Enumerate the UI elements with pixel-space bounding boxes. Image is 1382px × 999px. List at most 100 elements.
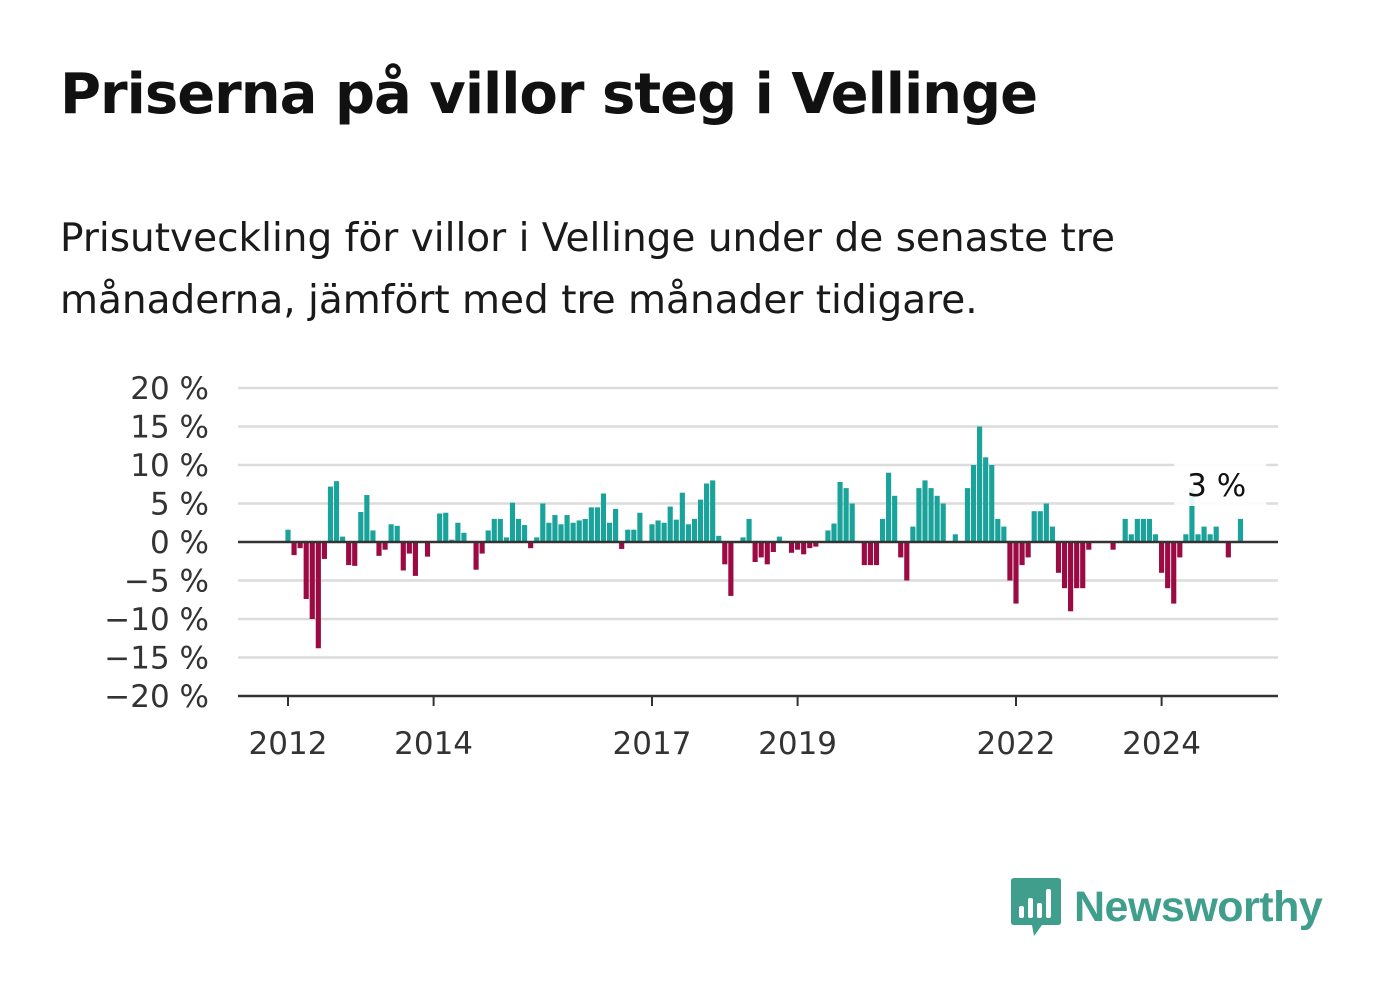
bar <box>637 512 643 542</box>
bar <box>388 524 394 542</box>
bar <box>934 495 940 542</box>
bar <box>849 503 855 542</box>
bar <box>370 530 376 542</box>
bar <box>1134 518 1140 542</box>
bar <box>394 525 400 542</box>
y-tick-label: 20 % <box>130 371 209 407</box>
bar <box>1043 503 1049 542</box>
bar <box>983 457 989 542</box>
bar <box>1110 542 1116 550</box>
bar <box>358 511 364 542</box>
bar <box>382 542 388 550</box>
bar <box>1237 518 1244 542</box>
bar <box>297 542 303 549</box>
bar <box>352 542 358 566</box>
bar <box>528 542 534 549</box>
bar <box>346 542 352 566</box>
bar <box>770 542 776 553</box>
axes <box>238 540 1278 706</box>
bar <box>740 537 746 542</box>
bar <box>843 488 849 542</box>
bar <box>412 542 418 576</box>
bar <box>728 542 734 596</box>
grid-lines <box>238 386 1278 659</box>
newsworthy-logo: Newsworthy <box>1010 876 1323 938</box>
bar <box>1207 534 1213 542</box>
y-tick-label: −15 % <box>104 641 209 677</box>
bar <box>522 525 528 542</box>
newsworthy-bar-chart-logo-icon <box>1011 878 1061 936</box>
bar <box>825 530 831 542</box>
bar <box>558 524 564 542</box>
bar <box>333 481 340 542</box>
bar <box>327 486 334 542</box>
bar <box>679 492 685 542</box>
bar <box>776 536 782 542</box>
bar <box>964 488 971 542</box>
bar <box>1068 542 1074 612</box>
bar <box>807 542 813 549</box>
bar <box>898 542 904 558</box>
bar <box>752 542 758 563</box>
bar <box>940 503 946 542</box>
bar <box>758 542 764 558</box>
bar <box>546 522 552 542</box>
bar <box>613 508 619 542</box>
annotation-background <box>1174 462 1267 506</box>
bar <box>1001 526 1007 542</box>
bar <box>910 526 916 542</box>
bar <box>764 542 770 565</box>
bar <box>606 522 613 542</box>
y-tick-label: −5 % <box>124 564 209 600</box>
bar <box>503 537 509 542</box>
bar <box>1128 534 1134 542</box>
bar <box>1201 526 1207 542</box>
bar <box>582 518 588 542</box>
y-tick-label: 10 % <box>130 448 209 484</box>
bar <box>922 480 928 542</box>
bar <box>570 522 576 542</box>
bar <box>928 488 934 542</box>
bar <box>564 515 570 542</box>
bar <box>667 506 673 542</box>
bar <box>1055 542 1062 573</box>
bar <box>491 518 497 542</box>
bar <box>801 542 807 555</box>
x-tick-label: 2019 <box>758 726 837 762</box>
bar <box>655 520 661 542</box>
y-tick-label: −20 % <box>104 679 209 715</box>
bar <box>837 481 843 542</box>
bar <box>886 472 892 542</box>
annotation-label: 3 % <box>1187 468 1246 504</box>
bar <box>1031 511 1037 542</box>
bar <box>1195 534 1201 542</box>
y-tick-label: 15 % <box>130 410 209 446</box>
bar <box>722 542 728 565</box>
bar <box>1122 518 1128 542</box>
bar <box>904 542 910 581</box>
bar <box>509 502 516 542</box>
bar <box>892 495 898 542</box>
x-tick-label: 2017 <box>613 726 692 762</box>
x-tick-label: 2014 <box>394 726 473 762</box>
bar <box>1013 542 1019 604</box>
bar <box>619 542 625 549</box>
bar <box>534 537 540 542</box>
bar-series <box>285 426 1244 649</box>
bar <box>340 536 346 542</box>
bar <box>400 542 406 571</box>
bar <box>309 542 315 619</box>
bar <box>867 542 873 566</box>
bar <box>916 488 922 542</box>
annotation: 3 % <box>1174 462 1267 506</box>
bar <box>1049 526 1055 542</box>
bar <box>515 518 522 542</box>
y-tick-label: −10 % <box>104 602 209 638</box>
bar <box>321 542 327 559</box>
bar <box>697 499 704 542</box>
bar <box>1183 534 1189 542</box>
bar <box>989 465 995 542</box>
bar <box>1146 518 1153 542</box>
bar <box>461 532 467 542</box>
bar <box>303 542 309 599</box>
